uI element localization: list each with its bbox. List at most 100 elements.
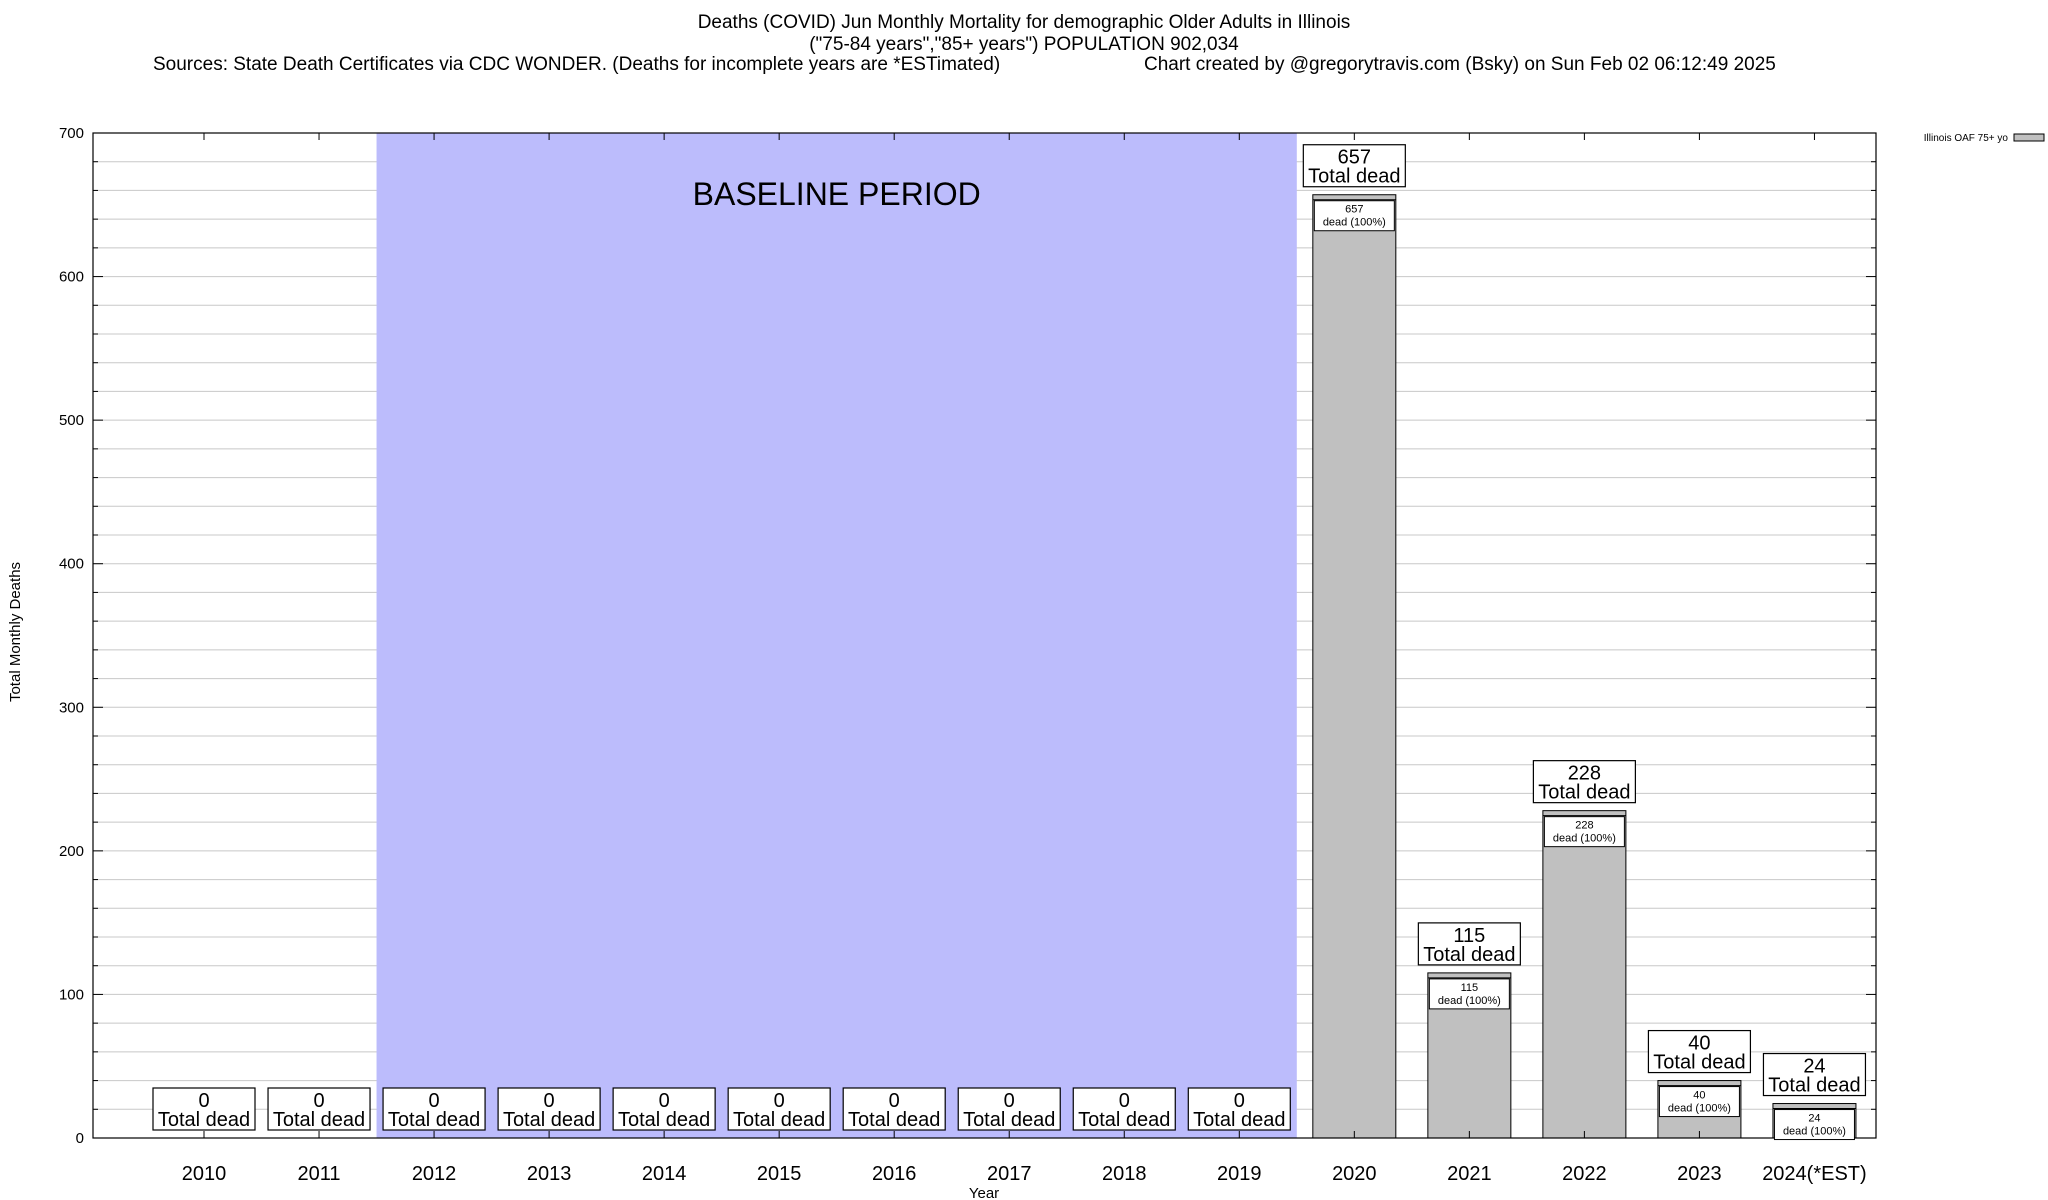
inner-label-box (1773, 1109, 1855, 1141)
total-label-box (612, 1087, 716, 1131)
total-label-box (1302, 144, 1406, 188)
x-tick-label: 2011 (298, 1163, 341, 1185)
total-label-box (957, 1087, 1061, 1131)
total-label-value: 0 (198, 1090, 209, 1112)
x-tick-label: 2012 (412, 1163, 457, 1185)
total-label-box (1072, 1087, 1176, 1131)
x-tick-label: 2010 (182, 1163, 227, 1185)
y-tick-label: 400 (59, 556, 84, 573)
inner-label-text: dead (100%) (1783, 1126, 1846, 1138)
x-tick-label: 2015 (757, 1163, 802, 1185)
total-label-value: 0 (889, 1090, 900, 1112)
baseline-period-band (376, 133, 1297, 1138)
chart-title-block: Deaths (COVID) Jun Monthly Mortality for… (0, 12, 2048, 56)
total-label-value: 0 (774, 1090, 785, 1112)
y-axis-label: Total Monthly Deaths (7, 562, 24, 702)
total-label-text: Total dead (503, 1109, 595, 1131)
total-label-text: Total dead (618, 1109, 710, 1131)
total-label-value: 657 (1338, 147, 1371, 169)
total-label-box (382, 1087, 486, 1131)
total-label-value: 0 (1119, 1090, 1130, 1112)
legend-entry-label: Illinois OAF 75+ yo (1924, 133, 2009, 144)
bar (1312, 194, 1397, 1139)
total-label-value: 24 (1803, 1056, 1825, 1078)
x-tick-label: 2024(*EST) (1762, 1163, 1867, 1185)
total-label-value: 0 (659, 1090, 670, 1112)
x-tick-label: 2019 (1217, 1163, 1262, 1185)
inner-label-text: dead (100%) (1553, 833, 1616, 845)
total-label-text: Total dead (1653, 1052, 1745, 1074)
y-tick-label: 500 (59, 412, 84, 429)
total-label-value: 115 (1453, 925, 1485, 947)
total-label-value: 40 (1688, 1033, 1710, 1055)
x-tick-label: 2020 (1332, 1163, 1377, 1185)
y-tick-label: 600 (59, 269, 84, 286)
total-label-text: Total dead (273, 1109, 365, 1131)
inner-label-box (1543, 816, 1625, 848)
total-label-value: 0 (313, 1090, 324, 1112)
x-tick-label: 2017 (987, 1163, 1032, 1185)
inner-label-box (1428, 978, 1510, 1010)
x-tick-label: 2013 (527, 1163, 572, 1185)
total-label-box (152, 1087, 256, 1131)
inner-label-value: 24 (1808, 1113, 1820, 1125)
chart-credit: Chart created by @gregorytravis.com (Bsk… (1144, 54, 1776, 75)
inner-label-value: 228 (1575, 820, 1593, 832)
baseline-period: BASELINE PERIOD (376, 133, 1297, 1138)
total-label-text: Total dead (1193, 1109, 1285, 1131)
total-label-text: Total dead (1423, 944, 1515, 966)
baseline-period-label: BASELINE PERIOD (693, 176, 981, 212)
inner-label-value: 115 (1461, 982, 1479, 994)
total-label-box (1532, 760, 1636, 804)
inner-label-text: dead (100%) (1668, 1103, 1731, 1115)
y-tick-label: 700 (59, 125, 84, 142)
y-tick-label: 200 (59, 843, 84, 860)
total-label-text: Total dead (848, 1109, 940, 1131)
x-tick-label: 2014 (642, 1163, 687, 1185)
total-label-box (1187, 1087, 1291, 1131)
inner-label-value: 40 (1693, 1090, 1705, 1102)
x-tick-label: 2023 (1677, 1163, 1722, 1185)
total-label-box (842, 1087, 946, 1131)
chart-subtitle: ("75-84 years","85+ years") POPULATION 9… (809, 34, 1239, 55)
plot-frame (92, 132, 1877, 1139)
x-tick-label: 2021 (1447, 1163, 1492, 1185)
total-label-text: Total dead (733, 1109, 825, 1131)
total-label-value: 0 (1004, 1090, 1015, 1112)
x-tick-label: 2018 (1102, 1163, 1147, 1185)
x-axis-label: Year (969, 1185, 999, 1200)
inner-label-box (1658, 1086, 1740, 1118)
bar (1542, 810, 1627, 1139)
total-label-text: Total dead (388, 1109, 480, 1131)
total-label-text: Total dead (1078, 1109, 1170, 1131)
x-tick-label: 2022 (1562, 1163, 1607, 1185)
inner-label-text: dead (100%) (1438, 995, 1501, 1007)
total-label-text: Total dead (963, 1109, 1055, 1131)
total-label-box (497, 1087, 601, 1131)
y-tick-label: 100 (59, 986, 84, 1003)
total-label-value: 0 (429, 1090, 440, 1112)
total-label-text: Total dead (1308, 166, 1400, 188)
inner-label-text: dead (100%) (1323, 217, 1386, 229)
total-label-box (1647, 1029, 1752, 1074)
total-label-text: Total dead (158, 1109, 250, 1131)
total-label-value: 0 (1234, 1090, 1245, 1112)
total-label-text: Total dead (1768, 1075, 1860, 1097)
total-label-box (1762, 1052, 1867, 1097)
y-tick-label: 0 (76, 1130, 84, 1147)
total-label-text: Total dead (1538, 782, 1630, 804)
chart-sources: Sources: State Death Certificates via CD… (153, 54, 1001, 75)
inner-label-value: 657 (1345, 204, 1363, 216)
total-label-value: 0 (544, 1090, 555, 1112)
chart-title: Deaths (COVID) Jun Monthly Mortality for… (697, 12, 1351, 33)
y-tick-label: 300 (59, 699, 84, 716)
total-label-box (267, 1087, 371, 1131)
inner-label-box (1313, 200, 1395, 232)
total-label-box (727, 1087, 831, 1131)
total-label-box (1417, 922, 1521, 966)
total-label-value: 228 (1568, 763, 1601, 785)
